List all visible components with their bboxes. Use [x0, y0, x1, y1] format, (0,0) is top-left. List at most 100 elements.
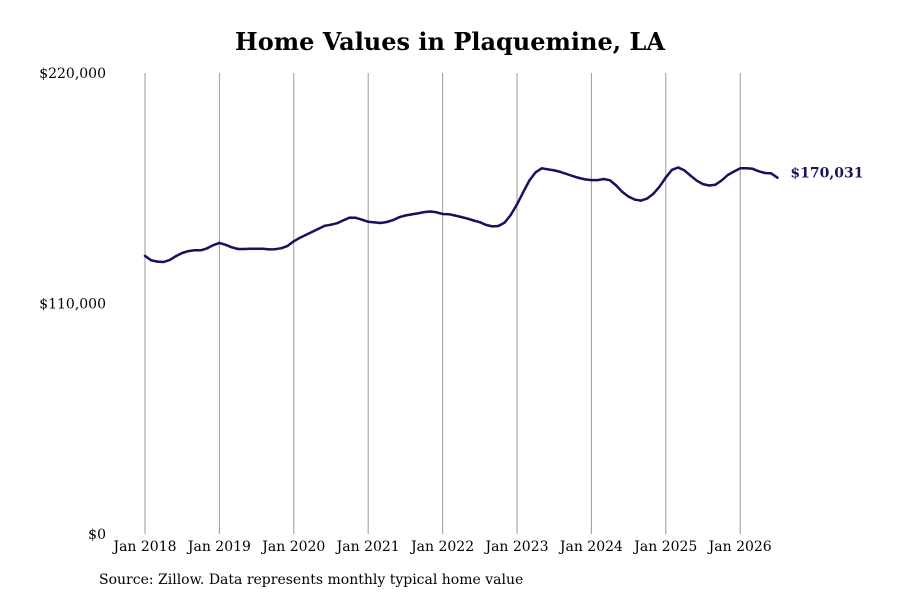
- data-point: [205, 247, 209, 250]
- data-point: [559, 170, 562, 174]
- data-point: [255, 247, 258, 250]
- data-point: [218, 241, 221, 245]
- data-point: [478, 221, 481, 224]
- x-tick-label: Jan 2018: [111, 539, 176, 555]
- data-point: [677, 166, 680, 169]
- x-tick-label: Jan 2023: [483, 539, 548, 555]
- data-point: [367, 220, 370, 223]
- grid-lines: [144, 73, 741, 534]
- source-note: Source: Zillow. Data represents monthly …: [99, 572, 524, 588]
- data-point: [311, 230, 314, 233]
- series-line: [143, 166, 779, 264]
- data-point: [224, 243, 227, 246]
- data-point: [156, 260, 159, 263]
- data-point: [212, 244, 215, 247]
- data-point: [261, 247, 264, 250]
- data-point: [236, 247, 240, 251]
- data-point: [323, 224, 326, 227]
- data-point: [577, 176, 581, 180]
- data-point: [770, 172, 773, 175]
- data-point: [546, 168, 550, 171]
- data-point: [305, 233, 308, 236]
- data-point: [732, 170, 736, 173]
- data-point: [243, 247, 246, 251]
- data-point: [336, 222, 339, 225]
- data-point: [267, 248, 271, 251]
- data-point: [683, 169, 686, 172]
- y-tick-label: $220,000: [39, 66, 106, 82]
- y-tick-label: $0: [88, 527, 106, 543]
- data-point: [317, 227, 320, 230]
- end-value-label: $170,031: [790, 166, 863, 182]
- data-point: [528, 179, 531, 182]
- chart-title: Home Values in Plaquemine, LA: [235, 27, 665, 56]
- data-point: [484, 223, 488, 227]
- data-point: [708, 184, 711, 187]
- data-points: [143, 166, 779, 264]
- data-point: [621, 190, 624, 194]
- data-point: [280, 247, 283, 250]
- data-point: [602, 177, 605, 181]
- data-point: [565, 172, 568, 176]
- data-point: [763, 171, 767, 175]
- data-point: [633, 198, 636, 201]
- data-point: [441, 212, 444, 216]
- x-tick-label: Jan 2020: [260, 539, 325, 555]
- data-point: [379, 221, 382, 225]
- x-tick-label: Jan 2026: [707, 539, 772, 555]
- data-point: [292, 240, 295, 243]
- data-point: [466, 217, 469, 220]
- data-point: [385, 220, 388, 224]
- data-point: [720, 179, 723, 182]
- data-point: [726, 173, 729, 177]
- data-point: [608, 179, 612, 182]
- data-point: [639, 199, 643, 202]
- data-point: [689, 174, 692, 177]
- data-point: [398, 216, 401, 219]
- data-point: [391, 218, 395, 222]
- data-point: [168, 258, 171, 262]
- data-point: [571, 174, 574, 178]
- data-point: [664, 176, 667, 179]
- end-value-label-layer: $170,031: [790, 166, 863, 182]
- data-point: [503, 221, 506, 224]
- data-point: [646, 197, 649, 200]
- y-tick-label: $110,000: [39, 297, 106, 313]
- data-point: [515, 203, 519, 206]
- data-point: [230, 246, 233, 249]
- data-point: [453, 214, 457, 217]
- data-point: [751, 167, 754, 170]
- series-layer: [143, 166, 779, 264]
- data-point: [714, 183, 717, 186]
- data-point: [162, 260, 165, 264]
- data-point: [745, 167, 748, 170]
- data-point: [249, 247, 252, 250]
- data-point: [150, 259, 153, 262]
- data-point: [435, 211, 438, 214]
- data-point: [491, 225, 494, 228]
- data-point: [181, 251, 184, 255]
- data-point: [615, 184, 618, 187]
- data-point: [193, 249, 196, 252]
- data-point: [757, 170, 760, 173]
- data-point: [658, 185, 661, 188]
- data-point: [695, 179, 698, 182]
- data-point: [410, 213, 413, 216]
- data-point: [354, 216, 357, 219]
- data-point: [596, 178, 599, 182]
- x-axis-tick-labels: Jan 2018 Jan 2019 Jan 2020 Jan 2021 Jan 2022…: [111, 539, 771, 555]
- data-point: [447, 213, 450, 216]
- data-point: [342, 219, 345, 222]
- x-tick-label: Jan 2022: [409, 539, 474, 555]
- data-point: [701, 182, 705, 186]
- data-point: [522, 191, 525, 194]
- data-point: [348, 216, 351, 219]
- data-point: [199, 249, 202, 252]
- x-tick-label: Jan 2019: [186, 539, 251, 555]
- data-point: [540, 167, 543, 170]
- data-point: [274, 248, 277, 251]
- data-point: [187, 249, 190, 253]
- data-point: [416, 212, 419, 215]
- data-point: [329, 223, 333, 226]
